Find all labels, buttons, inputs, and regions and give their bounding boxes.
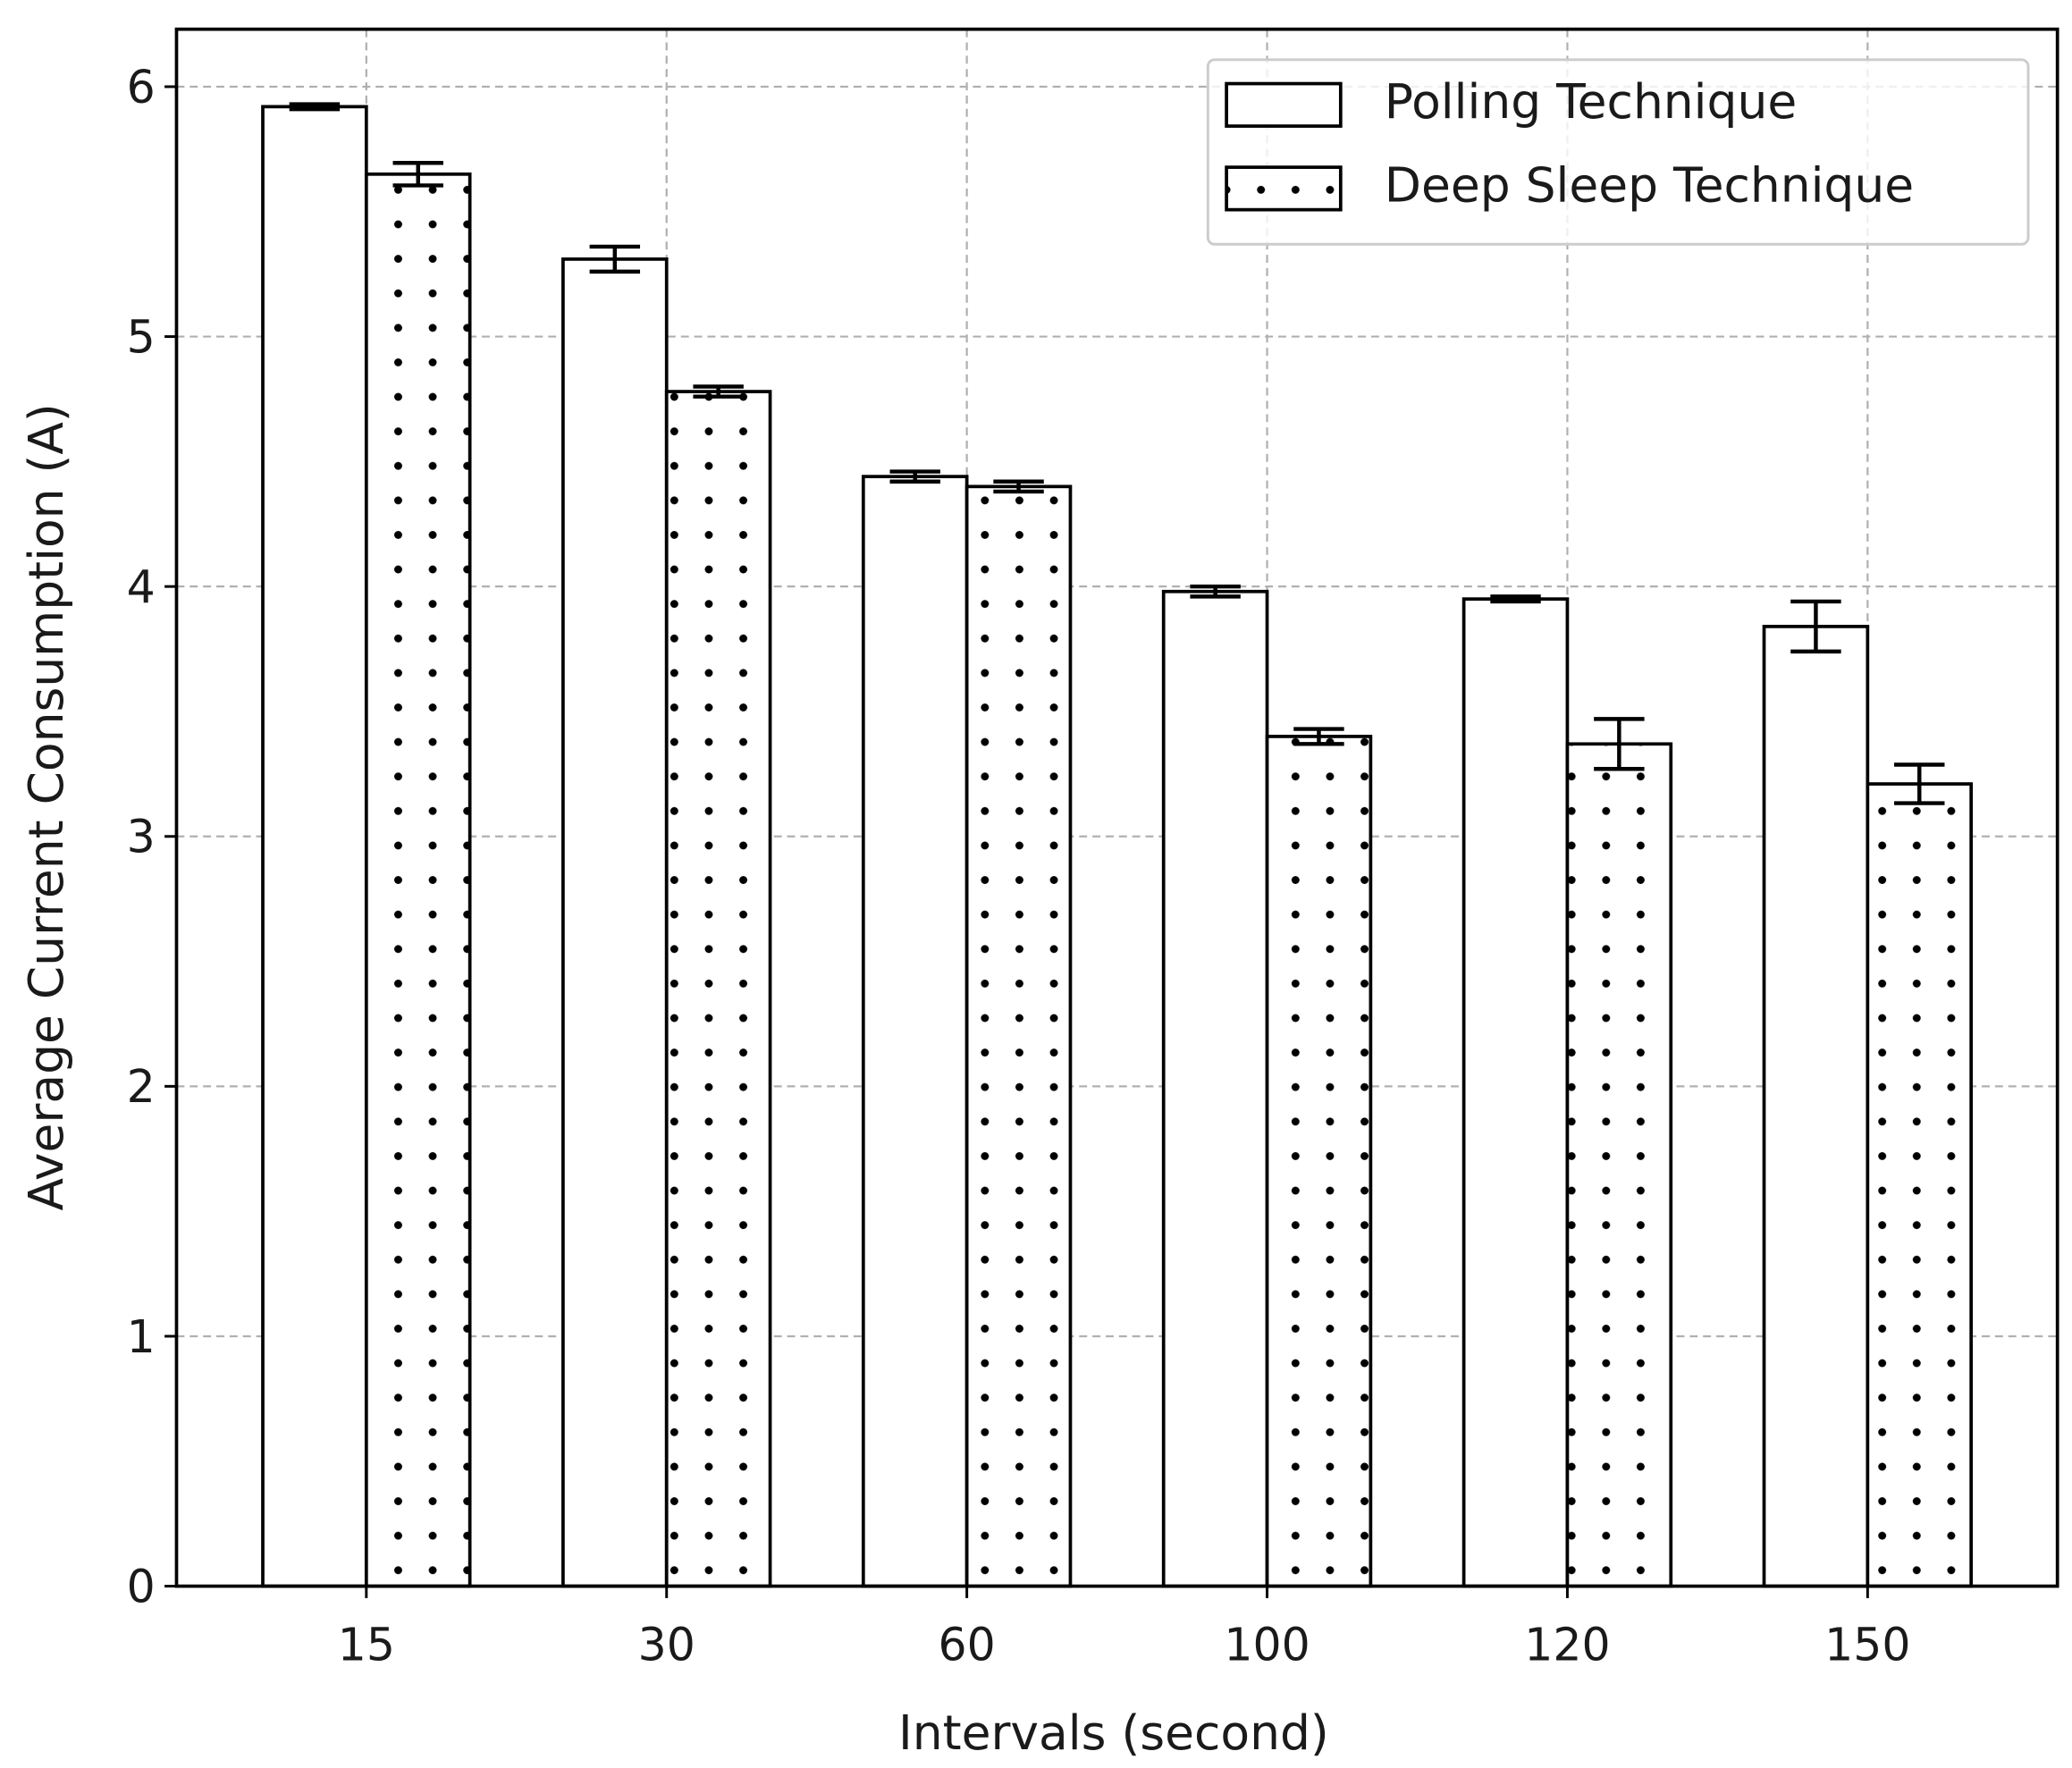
x-tick-label: 120 <box>1524 1619 1610 1671</box>
plot-frame <box>174 27 2059 1588</box>
error-bar <box>392 161 443 188</box>
x-tick-label: 100 <box>1224 1619 1310 1671</box>
x-tick-label: 60 <box>939 1619 996 1671</box>
bar <box>1565 742 1673 1588</box>
error-bar <box>993 479 1044 494</box>
bar <box>1461 597 1570 1588</box>
error-bar <box>1894 762 1945 805</box>
error-bar <box>1190 584 1241 599</box>
y-tick-label: 0 <box>127 1560 156 1612</box>
y-tick-label: 5 <box>127 310 156 363</box>
x-axis-label: Intervals (second) <box>898 1705 1329 1761</box>
error-bar <box>1490 594 1541 604</box>
bar <box>964 484 1073 1588</box>
bar <box>1265 735 1373 1588</box>
bar <box>664 390 772 1588</box>
legend-label: Polling Technique <box>1385 73 1797 130</box>
x-tick-label: 30 <box>638 1619 695 1671</box>
error-bar <box>693 384 744 399</box>
y-axis-label: Average Current Consumption (A) <box>18 403 74 1210</box>
legend-box <box>1206 58 2030 246</box>
error-bar <box>589 244 641 274</box>
bar <box>261 105 368 1588</box>
legend-swatch <box>1225 165 1343 212</box>
error-bar <box>289 102 341 112</box>
error-bar <box>889 469 940 484</box>
y-tick-label: 6 <box>127 61 156 114</box>
y-tick-label: 4 <box>127 560 156 613</box>
bar <box>1866 782 1974 1588</box>
y-tick-label: 3 <box>127 811 156 863</box>
bar <box>1762 625 1870 1588</box>
error-bar <box>1293 727 1344 746</box>
error-bar <box>1790 599 1841 654</box>
bar <box>861 475 969 1588</box>
legend-swatch <box>1225 81 1343 128</box>
x-tick-label: 15 <box>338 1619 395 1671</box>
bar <box>364 172 472 1588</box>
error-bar <box>1594 717 1645 771</box>
legend-label: Deep Sleep Technique <box>1385 157 1914 214</box>
bar <box>561 257 669 1588</box>
x-tick-label: 150 <box>1824 1619 1910 1671</box>
y-tick-label: 2 <box>127 1060 156 1113</box>
bar <box>1161 589 1269 1588</box>
y-tick-label: 1 <box>127 1310 156 1363</box>
